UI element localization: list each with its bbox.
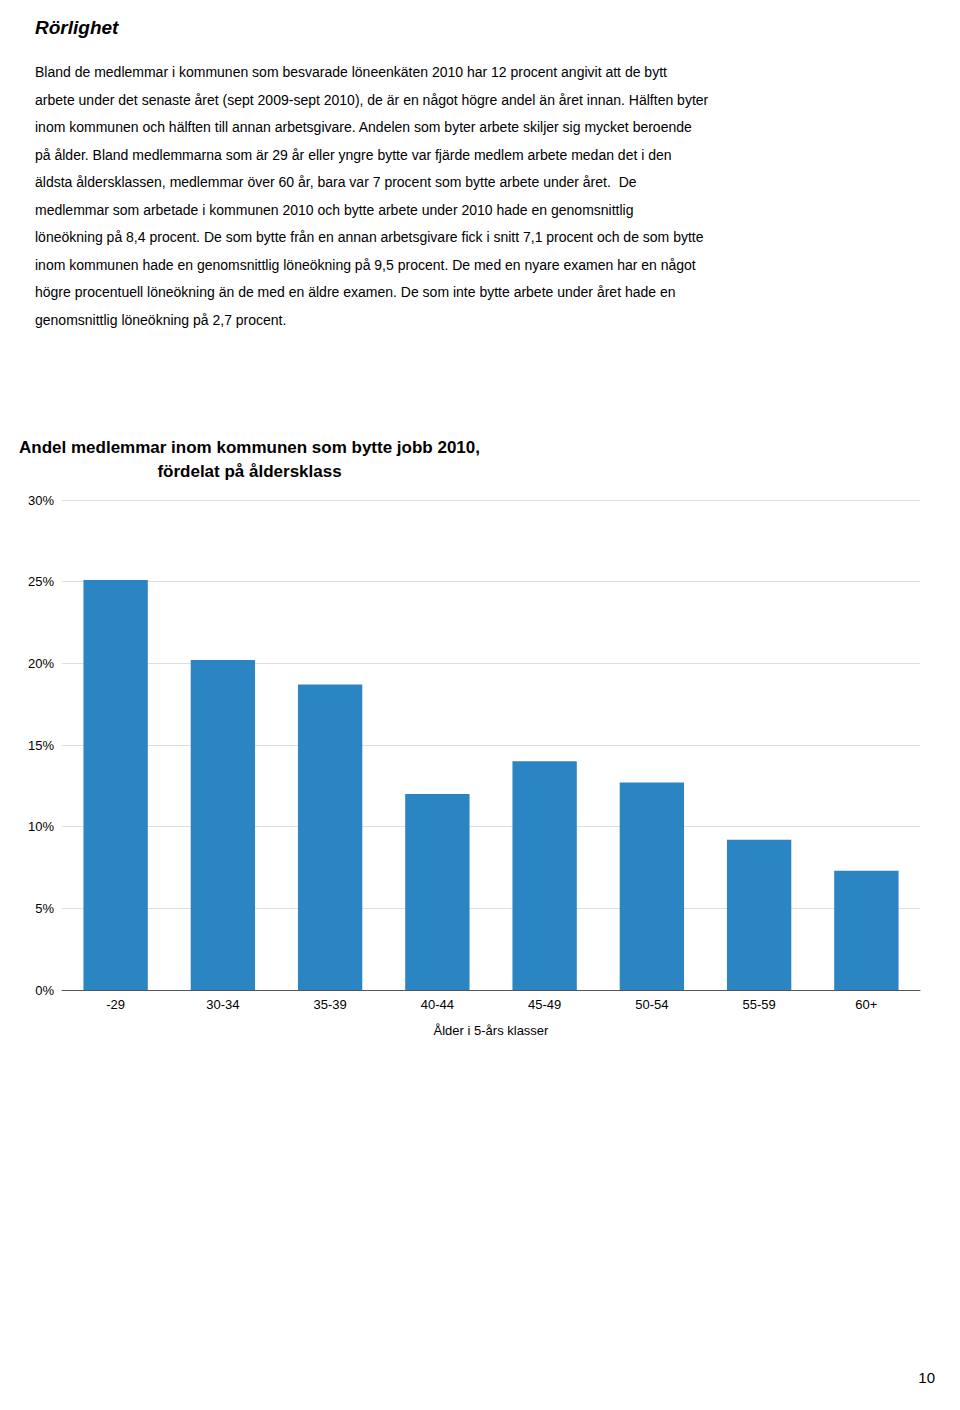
svg-text:60+: 60+ [855, 997, 877, 1012]
svg-text:40-44: 40-44 [421, 997, 454, 1012]
svg-text:högre procentuell löneökning ä: högre procentuell löneökning än de med e… [35, 284, 676, 300]
svg-text:Andel medlemmar inom kommunen: Andel medlemmar inom kommunen som bytte … [19, 438, 480, 457]
svg-text:på ålder. Bland medlemmarna so: på ålder. Bland medlemmarna som är 29 år… [35, 147, 672, 163]
svg-text:10%: 10% [28, 819, 54, 834]
svg-text:genomsnittlig löneökning på 2,: genomsnittlig löneökning på 2,7 procent. [35, 312, 286, 328]
svg-text:5%: 5% [35, 901, 54, 916]
svg-text:20%: 20% [28, 656, 54, 671]
svg-text:15%: 15% [28, 738, 54, 753]
svg-text:55-59: 55-59 [743, 997, 776, 1012]
svg-text:Rörlighet: Rörlighet [35, 17, 119, 38]
svg-text:30%: 30% [28, 493, 54, 508]
svg-text:arbete under det senaste året: arbete under det senaste året (sept 2009… [35, 92, 709, 108]
svg-text:inom kommunen och hälften till: inom kommunen och hälften till annan arb… [35, 119, 692, 135]
svg-text:Ålder i 5-års klasser: Ålder i 5-års klasser [434, 1023, 550, 1038]
svg-text:äldsta åldersklassen, medlemma: äldsta åldersklassen, medlemmar över 60 … [35, 174, 637, 190]
svg-text:0%: 0% [35, 983, 54, 998]
svg-text:löneökning på 8,4 procent. De: löneökning på 8,4 procent. De som bytte … [35, 229, 704, 245]
svg-text:50-54: 50-54 [635, 997, 668, 1012]
svg-text:35-39: 35-39 [314, 997, 347, 1012]
svg-text:medlemmar som arbetade i kommu: medlemmar som arbetade i kommunen 2010 o… [35, 202, 633, 218]
svg-text:fördelat på åldersklass: fördelat på åldersklass [157, 462, 341, 481]
svg-text:45-49: 45-49 [528, 997, 561, 1012]
svg-text:inom kommunen hade en genomsni: inom kommunen hade en genomsnittlig löne… [35, 257, 696, 273]
svg-text:30-34: 30-34 [206, 997, 239, 1012]
svg-text:10: 10 [918, 1369, 935, 1386]
svg-text:-29: -29 [106, 997, 125, 1012]
svg-text:25%: 25% [28, 574, 54, 589]
svg-text:Bland de medlemmar i kommunen: Bland de medlemmar i kommunen som besvar… [35, 64, 667, 80]
